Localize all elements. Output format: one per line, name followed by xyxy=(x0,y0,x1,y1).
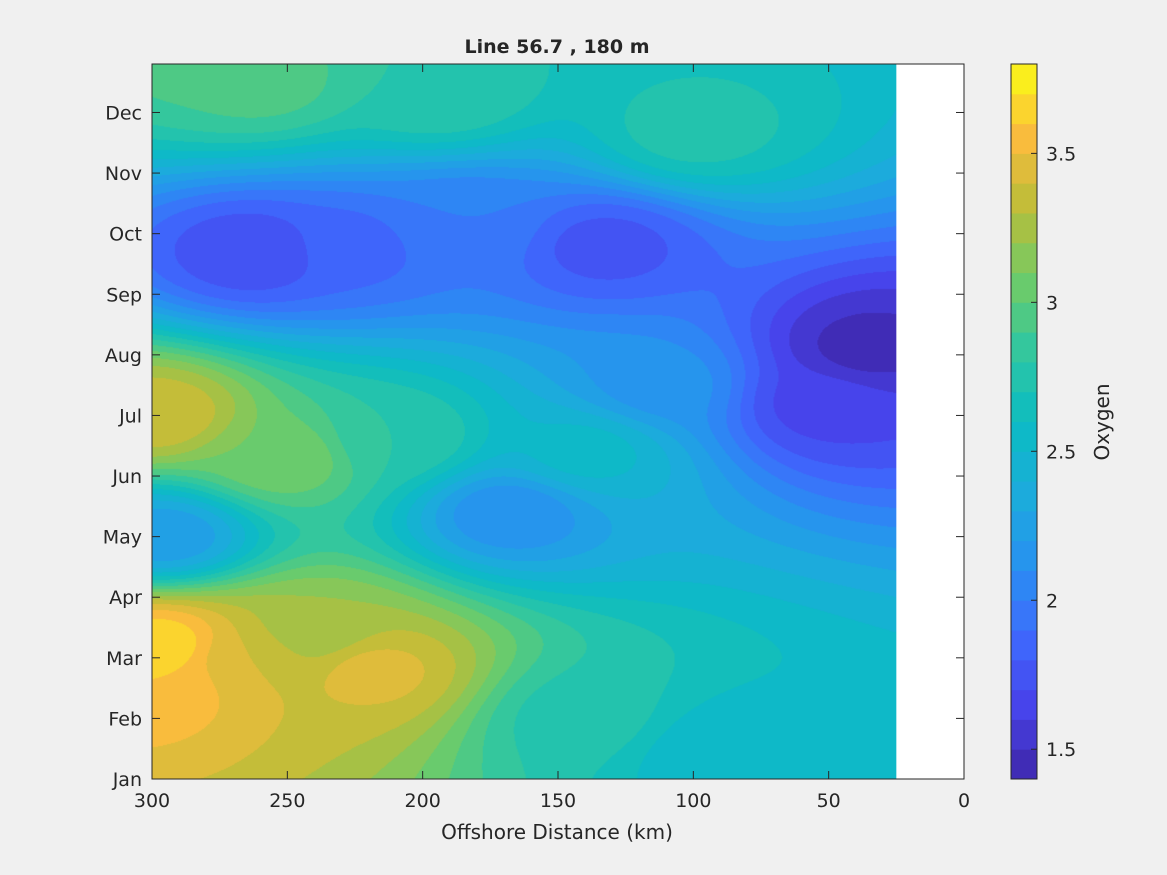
colorbar-label: Oxygen xyxy=(1090,383,1114,460)
y-tick-label: Jul xyxy=(118,405,142,427)
x-tick-label: 250 xyxy=(269,790,305,812)
colorbar-segment xyxy=(1011,93,1037,125)
x-tick-label: 0 xyxy=(958,790,970,812)
colorbar-tick-label: 2 xyxy=(1046,590,1058,612)
colorbar-segment xyxy=(1011,749,1037,780)
contour-plot-area xyxy=(151,63,965,780)
colorbar-segment xyxy=(1011,302,1037,333)
colorbar-segment xyxy=(1011,689,1037,720)
y-tick-label: Mar xyxy=(106,648,142,670)
colorbar-segment xyxy=(1011,719,1037,750)
colorbar-segment xyxy=(1011,153,1037,184)
colorbar-tick-label: 2.5 xyxy=(1046,441,1076,463)
y-tick-label: Jan xyxy=(112,769,142,791)
colorbar-segment xyxy=(1011,123,1037,154)
colorbar-segment xyxy=(1011,361,1037,393)
colorbar-segment xyxy=(1011,451,1037,482)
colorbar-frame xyxy=(1010,63,1038,780)
y-tick-label: Jun xyxy=(111,466,142,488)
y-tick-label: Sep xyxy=(106,284,142,306)
y-tick-label: Nov xyxy=(105,163,142,185)
x-tick-label: 300 xyxy=(134,790,170,812)
y-tick-label: Aug xyxy=(105,345,142,367)
colorbar-segment xyxy=(1011,421,1037,452)
y-axis: Jan Feb Mar Apr May Jun Jul Aug Sep Oct Nov Dec xyxy=(103,102,964,791)
colorbar-segment xyxy=(1011,570,1037,601)
colorbar-segment xyxy=(1011,510,1037,542)
colorbar: 1.5 2 2.5 3 3.5 xyxy=(1010,63,1076,780)
colorbar-segment xyxy=(1011,64,1037,95)
colorbar-segment xyxy=(1011,183,1037,214)
colorbar-segment xyxy=(1011,272,1037,303)
y-tick-label: May xyxy=(103,527,142,549)
colorbar-segment xyxy=(1011,212,1037,244)
x-tick-label: 200 xyxy=(405,790,441,812)
chart-title: Line 56.7 , 180 m xyxy=(464,36,649,58)
colorbar-segment xyxy=(1011,391,1037,422)
y-tick-label: Dec xyxy=(105,102,142,124)
y-tick-label: Oct xyxy=(109,224,142,246)
x-axis: 300 250 200 150 100 50 0 xyxy=(134,64,970,812)
colorbar-segment xyxy=(1011,540,1037,571)
colorbar-tick-label: 3.5 xyxy=(1046,143,1076,165)
colorbar-segment xyxy=(1011,332,1037,363)
x-tick-label: 50 xyxy=(817,790,841,812)
x-tick-label: 100 xyxy=(675,790,711,812)
colorbar-segment xyxy=(1011,600,1037,631)
y-tick-label: Feb xyxy=(108,708,142,730)
colorbar-segment xyxy=(1011,242,1037,274)
contour-field xyxy=(152,64,897,779)
x-axis-label: Offshore Distance (km) xyxy=(441,820,673,844)
x-tick-label: 150 xyxy=(540,790,576,812)
y-tick-label: Apr xyxy=(109,587,142,609)
colorbar-segment xyxy=(1011,481,1037,512)
colorbar-segment xyxy=(1011,659,1037,691)
colorbar-tick-label: 1.5 xyxy=(1046,739,1076,761)
colorbar-segment xyxy=(1011,630,1037,661)
colorbar-tick-label: 3 xyxy=(1046,292,1058,314)
